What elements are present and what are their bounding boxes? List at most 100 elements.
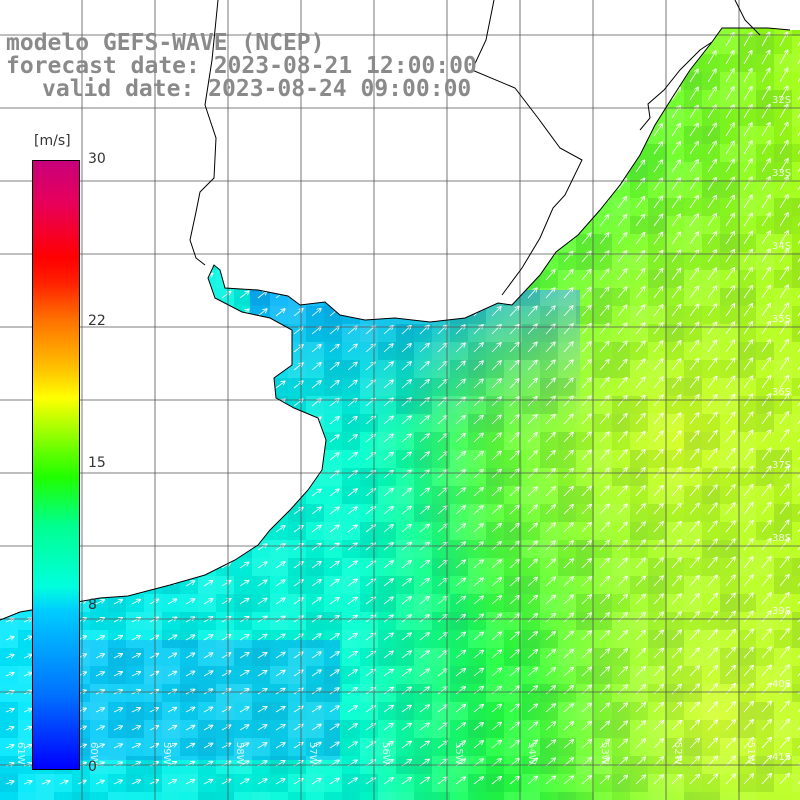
wind-arrow xyxy=(761,105,770,119)
wind-arrow xyxy=(725,575,735,587)
wind-arrow xyxy=(383,217,393,227)
wind-arrow xyxy=(527,397,537,407)
wind-arrow xyxy=(761,322,770,335)
wind-arrow xyxy=(671,594,681,605)
wind-arrow xyxy=(383,127,393,137)
wind-arrow xyxy=(185,147,195,155)
wind-arrow xyxy=(725,593,735,605)
wind-arrow xyxy=(618,0,626,10)
longitude-label: 55W xyxy=(453,742,464,765)
wind-arrow xyxy=(5,492,14,497)
wind-arrow xyxy=(131,473,140,479)
wind-arrow xyxy=(545,107,555,119)
wind-arrow xyxy=(275,508,285,515)
wind-arrow xyxy=(149,148,159,155)
wind-arrow xyxy=(23,311,32,317)
wind-arrow xyxy=(131,527,140,533)
wind-arrow xyxy=(383,362,393,371)
wind-arrow xyxy=(599,34,608,47)
wind-arrow xyxy=(5,510,14,515)
latitude-label: 34S xyxy=(772,241,792,252)
wind-arrow xyxy=(491,325,501,335)
wind-arrow xyxy=(509,144,519,155)
wind-arrow xyxy=(5,601,14,604)
wind-arrow xyxy=(671,28,681,29)
wind-arrow xyxy=(419,362,429,371)
wind-arrow xyxy=(563,89,573,101)
wind-arrow xyxy=(419,380,429,389)
wind-arrow xyxy=(563,414,573,425)
wind-arrow xyxy=(221,183,231,191)
wind-arrow xyxy=(5,294,14,299)
wind-arrow xyxy=(401,488,411,497)
wind-arrow xyxy=(41,28,51,29)
wind-arrow xyxy=(779,141,788,155)
wind-arrow xyxy=(5,546,14,551)
wind-arrow xyxy=(581,396,591,407)
wind-arrow xyxy=(779,195,788,209)
wind-arrow xyxy=(779,611,789,623)
wind-arrow xyxy=(203,418,213,425)
wind-arrow xyxy=(185,256,195,263)
wind-arrow xyxy=(59,148,68,155)
wind-arrow xyxy=(275,219,285,227)
wind-arrow xyxy=(473,343,483,353)
wind-arrow xyxy=(131,347,141,353)
wind-arrow xyxy=(527,306,537,317)
wind-arrow xyxy=(5,185,14,191)
wind-arrow xyxy=(131,238,141,245)
wind-arrow xyxy=(455,398,465,407)
wind-arrow xyxy=(185,581,195,587)
wind-arrow xyxy=(617,28,627,29)
wind-arrow xyxy=(204,2,213,10)
wind-arrow xyxy=(491,469,501,479)
longitude-label: 53W xyxy=(599,742,610,765)
wind-arrow xyxy=(149,130,159,137)
wind-arrow xyxy=(509,361,519,371)
wind-arrow xyxy=(329,37,339,47)
wind-arrow xyxy=(437,145,447,155)
wind-arrow xyxy=(312,1,321,10)
wind-arrow xyxy=(455,596,465,605)
wind-arrow xyxy=(563,487,573,497)
wind-arrow xyxy=(491,451,501,461)
latitude-label: 37S xyxy=(772,460,792,471)
wind-arrow xyxy=(527,216,537,227)
wind-arrow xyxy=(563,288,573,299)
wind-arrow xyxy=(113,238,123,245)
wind-arrow xyxy=(347,308,357,317)
wind-arrow xyxy=(239,28,249,29)
wind-arrow xyxy=(131,274,141,281)
wind-arrow xyxy=(131,383,141,389)
wind-arrow xyxy=(761,268,770,281)
wind-arrow xyxy=(617,631,627,641)
wind-arrow xyxy=(365,163,375,173)
wind-arrow xyxy=(383,453,393,461)
wind-arrow xyxy=(563,631,573,641)
wind-arrow xyxy=(599,251,609,263)
wind-arrow xyxy=(401,597,411,605)
wind-arrow xyxy=(167,527,177,533)
wind-arrow xyxy=(113,365,122,371)
wind-arrow xyxy=(689,250,699,263)
wind-arrow xyxy=(546,0,554,10)
wind-arrow xyxy=(419,579,429,587)
wind-arrow xyxy=(689,503,699,515)
wind-arrow xyxy=(725,304,735,317)
wind-arrow xyxy=(455,343,465,353)
wind-arrow xyxy=(527,288,537,299)
wind-arrow xyxy=(635,486,645,497)
wind-arrow xyxy=(257,183,267,191)
wind-arrow xyxy=(401,181,411,191)
wind-arrow xyxy=(203,400,213,407)
wind-arrow xyxy=(707,69,716,83)
wind-arrow xyxy=(131,310,141,317)
wind-arrow xyxy=(311,291,321,299)
wind-arrow xyxy=(761,141,770,155)
wind-arrow xyxy=(509,325,519,335)
wind-arrow xyxy=(527,198,537,209)
wind-arrow xyxy=(635,396,645,407)
wind-arrow xyxy=(671,52,680,65)
wind-arrow xyxy=(329,507,339,515)
